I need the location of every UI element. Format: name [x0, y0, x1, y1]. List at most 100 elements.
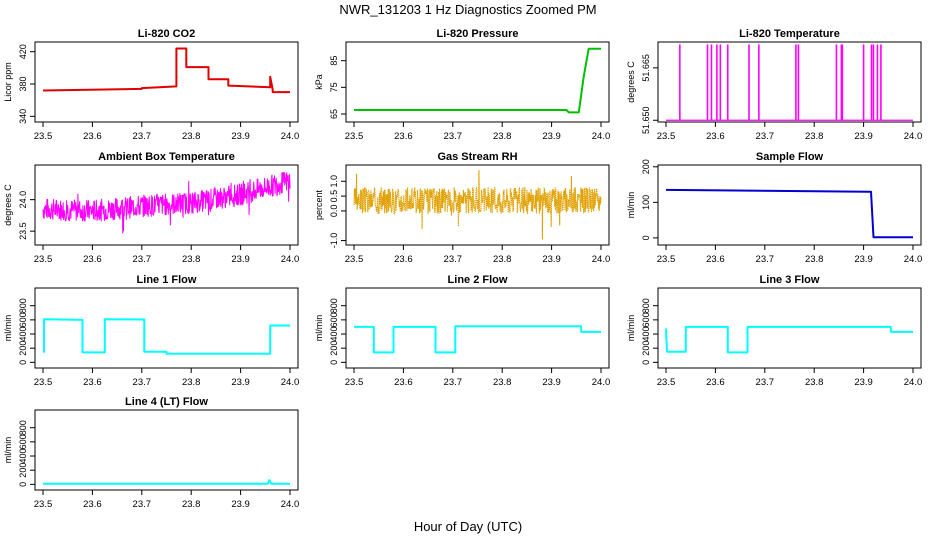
chart-rh: Gas Stream RH percent 23.5 23.6 23.7 23.8 23.9…	[314, 151, 610, 265]
y-tick-label: 0.0	[329, 205, 339, 218]
x-tick-label: 24.0	[281, 499, 300, 510]
y-tick-label: 75	[329, 82, 339, 92]
x-tick-label: 23.9	[854, 131, 873, 142]
y-tick-label: 0	[18, 360, 28, 365]
y-tick-label: 0	[641, 360, 651, 365]
plot-frame	[34, 41, 299, 123]
x-tick-label: 24.0	[592, 377, 611, 388]
chart-title-co2: Li-820 CO2	[138, 28, 195, 40]
chart-line3: Line 3 Flow ml/min 23.5 23.6 23.7 23.8 23.9 24.…	[626, 274, 922, 388]
x-tick-label: 23.6	[394, 131, 413, 142]
x-tick-label: 23.7	[133, 254, 152, 265]
chart-pressure: Li-820 Pressure kPa 23.5 23.6 23.7 23.8 23.9 24…	[314, 28, 610, 142]
y-label-pressure: kPa	[314, 74, 324, 90]
x-tick-label: 23.5	[657, 131, 676, 142]
chart-temp820: Li-820 Temperature degrees C 23.5 23.6 23.7 2…	[626, 28, 922, 142]
y-tick-label: 400	[329, 327, 339, 342]
x-tick-label: 23.9	[542, 131, 561, 142]
x-tick-label: 24.0	[281, 254, 300, 265]
y-tick-label: 400	[641, 327, 651, 342]
x-tick-label: 23.9	[231, 131, 250, 142]
series-sample	[665, 188, 913, 239]
x-tick-label: 23.5	[657, 377, 676, 388]
y-label-line4: ml/min	[3, 437, 13, 464]
x-tick-label: 23.6	[394, 377, 413, 388]
figure-xlabel: Hour of Day (UTC)	[414, 519, 522, 534]
y-tick-label: 0	[641, 235, 651, 240]
x-tick-label: 23.9	[542, 377, 561, 388]
x-tick-label: 23.8	[182, 377, 201, 388]
y-tick-label: 24.0	[18, 191, 28, 209]
plot-frame	[657, 287, 922, 369]
y-tick-label: 1.0	[329, 175, 339, 188]
x-tick-label: 23.5	[657, 254, 676, 265]
x-tick-label: 23.7	[133, 377, 152, 388]
chart-ambient: Ambient Box Temperature degrees C 23.5 23.6…	[3, 151, 299, 265]
x-tick-label: 24.0	[281, 131, 300, 142]
x-tick-label: 23.7	[444, 377, 463, 388]
y-label-line3: ml/min	[626, 315, 636, 342]
x-tick-label: 24.0	[592, 131, 611, 142]
x-tick-label: 23.8	[182, 254, 201, 265]
y-tick-label: 600	[18, 434, 28, 449]
y-tick-label: 200	[641, 341, 651, 356]
x-tick-label: 23.7	[756, 131, 775, 142]
chart-title-line1: Line 1 Flow	[137, 274, 197, 286]
chart-title-ambient: Ambient Box Temperature	[98, 151, 235, 163]
plot-frame	[345, 287, 610, 369]
y-tick-label: 380	[18, 77, 28, 92]
x-tick-label: 23.7	[133, 131, 152, 142]
chart-title-sample: Sample Flow	[756, 151, 824, 163]
x-tick-label: 23.7	[756, 377, 775, 388]
chart-title-pressure: Li-820 Pressure	[437, 28, 519, 40]
plot-frame	[345, 164, 610, 246]
chart-title-rh: Gas Stream RH	[437, 151, 517, 163]
x-tick-label: 23.5	[34, 377, 53, 388]
x-tick-label: 23.5	[34, 499, 53, 510]
x-tick-label: 23.8	[493, 377, 512, 388]
plot-frame	[34, 409, 299, 491]
y-tick-label: 600	[329, 312, 339, 327]
y-tick-label: 65	[329, 109, 339, 119]
x-tick-label: 23.8	[493, 131, 512, 142]
series-line1	[43, 318, 290, 355]
series-ambient	[42, 172, 291, 234]
y-tick-label: 85	[329, 56, 339, 66]
y-tick-label: 420	[18, 44, 28, 59]
x-tick-label: 23.8	[182, 131, 201, 142]
figure-title: NWR_131203 1 Hz Diagnostics Zoomed PM	[339, 2, 596, 17]
y-tick-label: 200	[329, 341, 339, 356]
y-tick-label: 600	[641, 312, 651, 327]
y-tick-label: 400	[18, 327, 28, 342]
x-tick-label: 23.6	[83, 131, 102, 142]
x-tick-label: 23.9	[231, 499, 250, 510]
series-pressure	[354, 47, 601, 114]
x-tick-label: 23.8	[805, 254, 824, 265]
x-tick-label: 23.6	[83, 254, 102, 265]
x-tick-label: 23.8	[182, 499, 201, 510]
x-tick-label: 23.8	[493, 254, 512, 265]
y-label-line2: ml/min	[314, 315, 324, 342]
x-tick-label: 23.5	[34, 131, 53, 142]
y-tick-label: 800	[18, 420, 28, 435]
x-tick-label: 23.8	[805, 377, 824, 388]
x-tick-label: 23.6	[394, 254, 413, 265]
x-tick-label: 24.0	[904, 377, 923, 388]
y-tick-label: 800	[641, 298, 651, 313]
x-tick-label: 23.7	[133, 499, 152, 510]
x-tick-label: 23.6	[83, 377, 102, 388]
chart-line4: Line 4 (LT) Flow ml/min 23.5 23.6 23.7 23.8 23…	[3, 396, 299, 510]
plot-frame	[34, 164, 299, 246]
chart-title-temp820: Li-820 Temperature	[739, 28, 840, 40]
y-label-ambient: degrees C	[3, 184, 13, 226]
x-tick-label: 23.6	[706, 131, 725, 142]
x-tick-label: 23.9	[854, 377, 873, 388]
chart-line2: Line 2 Flow ml/min 23.5 23.6 23.7 23.8 23.9 24.…	[314, 274, 610, 388]
series-line3	[665, 325, 913, 354]
y-tick-label: 51.650	[641, 106, 651, 134]
x-tick-label: 23.9	[231, 254, 250, 265]
x-tick-label: 23.6	[83, 499, 102, 510]
y-tick-label: 51.665	[641, 54, 651, 82]
chart-sample: Sample Flow ml/min 23.5 23.6 23.7 23.8 23.9 24.…	[626, 151, 922, 265]
